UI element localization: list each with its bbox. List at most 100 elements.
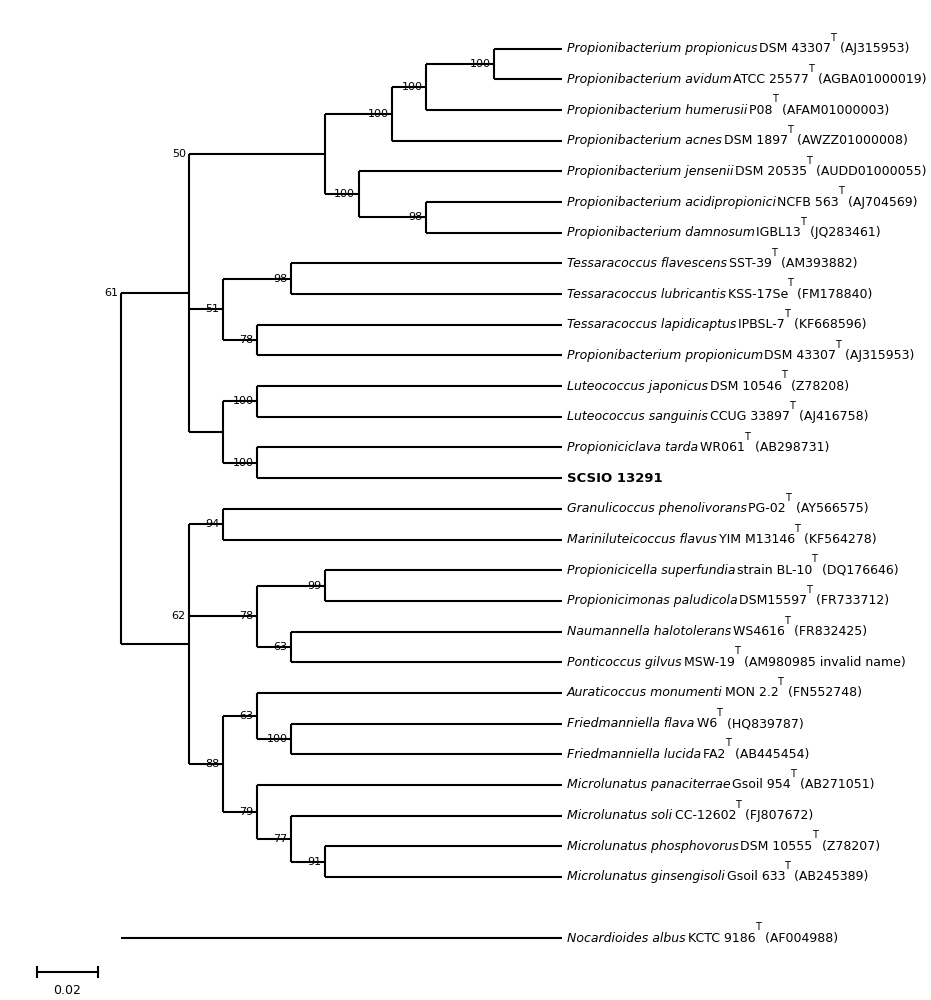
- Text: T: T: [755, 922, 761, 932]
- Text: 100: 100: [470, 59, 491, 69]
- Text: Propionicicella superfundia: Propionicicella superfundia: [567, 564, 735, 577]
- Text: Tessaracoccus lubricantis: Tessaracoccus lubricantis: [567, 288, 726, 301]
- Text: T: T: [735, 646, 740, 656]
- Text: (DQ176646): (DQ176646): [817, 564, 898, 577]
- Text: KCTC 9186: KCTC 9186: [684, 932, 756, 945]
- Text: Propioniciclava tarda: Propioniciclava tarda: [567, 441, 698, 454]
- Text: (AM393882): (AM393882): [777, 257, 857, 270]
- Text: Propionibacterium humerusii: Propionibacterium humerusii: [567, 104, 748, 117]
- Text: Propionicimonas paludicola: Propionicimonas paludicola: [567, 594, 737, 607]
- Text: T: T: [725, 738, 731, 748]
- Text: T: T: [838, 186, 843, 196]
- Text: Luteococcus japonicus: Luteococcus japonicus: [567, 380, 708, 393]
- Text: Gsoil 954: Gsoil 954: [728, 778, 791, 791]
- Text: DSM15597: DSM15597: [735, 594, 807, 607]
- Text: (AB271051): (AB271051): [796, 778, 875, 791]
- Text: 91: 91: [307, 857, 321, 867]
- Text: (AJ315953): (AJ315953): [842, 349, 915, 362]
- Text: Microlunatus soli: Microlunatus soli: [567, 809, 672, 822]
- Text: (Z78207): (Z78207): [817, 840, 880, 853]
- Text: Propionibacterium propionicus: Propionibacterium propionicus: [567, 42, 758, 55]
- Text: Microlunatus panaciterrae: Microlunatus panaciterrae: [567, 778, 731, 791]
- Text: Auraticoccus monumenti: Auraticoccus monumenti: [567, 686, 722, 699]
- Text: 63: 63: [239, 711, 253, 721]
- Text: 78: 78: [239, 611, 253, 621]
- Text: Ponticoccus gilvus: Ponticoccus gilvus: [567, 656, 681, 669]
- Text: Friedmanniella flava: Friedmanniella flava: [567, 717, 695, 730]
- Text: T: T: [784, 616, 789, 626]
- Text: T: T: [784, 309, 789, 319]
- Text: P08: P08: [745, 104, 773, 117]
- Text: (KF668596): (KF668596): [790, 318, 867, 331]
- Text: Friedmanniella lucida: Friedmanniella lucida: [567, 748, 701, 761]
- Text: (AWZZ01000008): (AWZZ01000008): [793, 134, 908, 147]
- Text: DSM 43307: DSM 43307: [755, 42, 830, 55]
- Text: IGBL13: IGBL13: [752, 226, 801, 239]
- Text: 100: 100: [233, 396, 253, 406]
- Text: T: T: [835, 340, 842, 350]
- Text: (HQ839787): (HQ839787): [722, 717, 803, 730]
- Text: (AJ704569): (AJ704569): [843, 196, 917, 209]
- Text: Propionibacterium acidipropionici: Propionibacterium acidipropionici: [567, 196, 776, 209]
- Text: 0.02: 0.02: [53, 984, 81, 997]
- Text: (AM980985 invalid name): (AM980985 invalid name): [740, 656, 906, 669]
- Text: (AUDD01000055): (AUDD01000055): [813, 165, 927, 178]
- Text: DSM 20535: DSM 20535: [731, 165, 807, 178]
- Text: DSM 10546: DSM 10546: [706, 380, 782, 393]
- Text: (AJ315953): (AJ315953): [836, 42, 910, 55]
- Text: WS4616: WS4616: [729, 625, 785, 638]
- Text: T: T: [784, 861, 790, 871]
- Text: T: T: [812, 830, 817, 840]
- Text: (FR832425): (FR832425): [790, 625, 868, 638]
- Text: 51: 51: [206, 304, 220, 314]
- Text: Gsoil 633: Gsoil 633: [722, 870, 785, 883]
- Text: 100: 100: [402, 82, 423, 92]
- Text: Propionibacterium damnosum: Propionibacterium damnosum: [567, 226, 755, 239]
- Text: DSM 10555: DSM 10555: [736, 840, 813, 853]
- Text: DSM 43307: DSM 43307: [761, 349, 836, 362]
- Text: (AFAM01000003): (AFAM01000003): [778, 104, 889, 117]
- Text: Propionibacterium avidum: Propionibacterium avidum: [567, 73, 732, 86]
- Text: 99: 99: [307, 581, 321, 591]
- Text: Luteococcus sanguinis: Luteococcus sanguinis: [567, 410, 708, 423]
- Text: NCFB 563: NCFB 563: [773, 196, 839, 209]
- Text: T: T: [786, 493, 791, 503]
- Text: T: T: [735, 800, 741, 810]
- Text: CCUG 33897: CCUG 33897: [706, 410, 789, 423]
- Text: Propionibacterium acnes: Propionibacterium acnes: [567, 134, 722, 147]
- Text: Propionibacterium jensenii: Propionibacterium jensenii: [567, 165, 734, 178]
- Text: (AB245389): (AB245389): [790, 870, 869, 883]
- Text: T: T: [806, 585, 812, 595]
- Text: T: T: [801, 217, 806, 227]
- Text: KSS-17Se: KSS-17Se: [723, 288, 788, 301]
- Text: strain BL-10: strain BL-10: [733, 564, 813, 577]
- Text: 98: 98: [409, 212, 423, 222]
- Text: Microlunatus ginsengisoli: Microlunatus ginsengisoli: [567, 870, 725, 883]
- Text: Tessaracoccus lapidicaptus: Tessaracoccus lapidicaptus: [567, 318, 736, 331]
- Text: (AY566575): (AY566575): [791, 502, 868, 515]
- Text: FA2: FA2: [699, 748, 725, 761]
- Text: 100: 100: [233, 458, 253, 468]
- Text: 88: 88: [206, 759, 220, 769]
- Text: (AGBA01000019): (AGBA01000019): [815, 73, 926, 86]
- Text: (AJ416758): (AJ416758): [795, 410, 869, 423]
- Text: (Z78208): (Z78208): [787, 380, 849, 393]
- Text: T: T: [745, 432, 750, 442]
- Text: (FJ807672): (FJ807672): [741, 809, 814, 822]
- Text: T: T: [717, 708, 722, 718]
- Text: Microlunatus phosphovorus: Microlunatus phosphovorus: [567, 840, 738, 853]
- Text: 98: 98: [273, 274, 288, 284]
- Text: (AB298731): (AB298731): [750, 441, 829, 454]
- Text: T: T: [812, 554, 817, 564]
- Text: T: T: [789, 401, 795, 411]
- Text: (KF564278): (KF564278): [800, 533, 876, 546]
- Text: Nocardioides albus: Nocardioides albus: [567, 932, 685, 945]
- Text: YIM M13146: YIM M13146: [715, 533, 795, 546]
- Text: 50: 50: [171, 149, 186, 159]
- Text: Tessaracoccus flavescens: Tessaracoccus flavescens: [567, 257, 727, 270]
- Text: IPBSL-7: IPBSL-7: [734, 318, 785, 331]
- Text: Naumannella halotolerans: Naumannella halotolerans: [567, 625, 731, 638]
- Text: T: T: [790, 769, 796, 779]
- Text: 62: 62: [171, 611, 186, 621]
- Text: (FR733712): (FR733712): [813, 594, 890, 607]
